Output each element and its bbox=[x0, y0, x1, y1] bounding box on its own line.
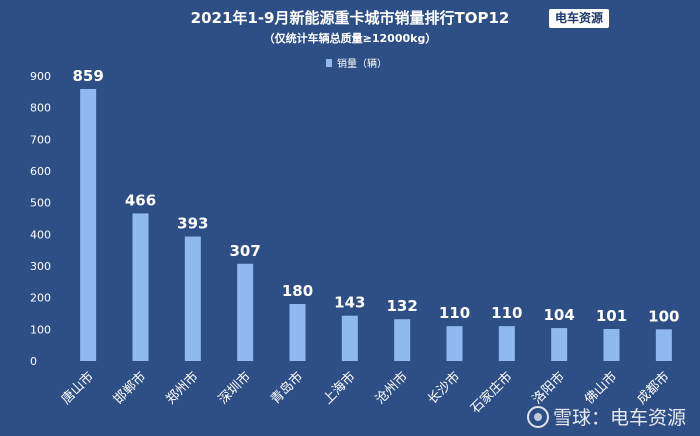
x-tick-label: 石家庄市 bbox=[468, 369, 516, 417]
y-tick-label: 400 bbox=[30, 228, 51, 241]
y-axis: 0 100 200 300 400 500 600 700 800 900 bbox=[30, 70, 51, 368]
y-tick-label: 300 bbox=[30, 260, 51, 273]
legend-label: 销量（辆） bbox=[337, 57, 387, 70]
bar bbox=[184, 236, 201, 361]
value-labels: 859 466 393 307 180 143 132 110 110 104 101 100 bbox=[73, 67, 680, 325]
bar bbox=[237, 263, 254, 361]
data-label: 110 bbox=[491, 304, 522, 322]
watermark: 雪球：电车资源 bbox=[526, 403, 686, 430]
y-tick-label: 0 bbox=[30, 355, 37, 368]
x-tick-label: 郑州市 bbox=[163, 369, 202, 408]
data-label: 307 bbox=[230, 242, 261, 260]
data-label: 466 bbox=[125, 191, 156, 209]
x-tick-label: 佛山市 bbox=[581, 369, 620, 408]
y-tick-label: 900 bbox=[30, 70, 51, 83]
snowball-icon bbox=[526, 405, 549, 428]
x-tick-label: 长沙市 bbox=[424, 369, 463, 408]
y-tick-label: 500 bbox=[30, 197, 51, 210]
bar bbox=[655, 329, 672, 361]
bars bbox=[80, 88, 672, 361]
data-label: 132 bbox=[387, 297, 418, 315]
x-tick-label: 成都市 bbox=[634, 369, 673, 408]
y-tick-label: 800 bbox=[30, 102, 51, 115]
data-label: 859 bbox=[73, 67, 104, 85]
chart-title: 2021年1-9月新能源重卡城市销量排行TOP12 bbox=[191, 9, 510, 27]
bar bbox=[289, 304, 306, 361]
data-label: 100 bbox=[648, 307, 679, 325]
y-tick-label: 600 bbox=[30, 165, 51, 178]
bar bbox=[551, 328, 568, 361]
data-label: 180 bbox=[282, 282, 313, 300]
data-label: 393 bbox=[177, 215, 208, 233]
x-tick-label: 青岛市 bbox=[267, 369, 306, 408]
bar bbox=[132, 213, 149, 361]
x-tick-label: 上海市 bbox=[320, 369, 359, 408]
data-label: 110 bbox=[439, 304, 470, 322]
legend-swatch bbox=[326, 59, 332, 67]
x-tick-label: 深圳市 bbox=[215, 369, 254, 408]
x-tick-label: 邯郸市 bbox=[110, 369, 149, 408]
data-label: 143 bbox=[334, 294, 365, 312]
bar bbox=[80, 88, 97, 361]
bar bbox=[446, 326, 463, 361]
x-tick-label: 沧州市 bbox=[372, 369, 411, 408]
y-tick-label: 100 bbox=[30, 323, 51, 336]
data-label: 101 bbox=[596, 307, 627, 325]
watermark-text: 雪球：电车资源 bbox=[552, 407, 686, 429]
bar bbox=[603, 329, 620, 361]
chart-subtitle: （仅统计车辆总质量≥12000kg） bbox=[264, 31, 437, 45]
x-tick-label: 唐山市 bbox=[58, 369, 97, 408]
bar bbox=[498, 326, 515, 361]
x-tick-label: 洛阳市 bbox=[529, 369, 568, 408]
bar bbox=[394, 319, 411, 361]
bar bbox=[341, 315, 358, 361]
y-tick-label: 200 bbox=[30, 292, 51, 305]
y-tick-label: 700 bbox=[30, 133, 51, 146]
brand-badge: 电车资源 bbox=[549, 9, 609, 28]
data-label: 104 bbox=[544, 306, 575, 324]
